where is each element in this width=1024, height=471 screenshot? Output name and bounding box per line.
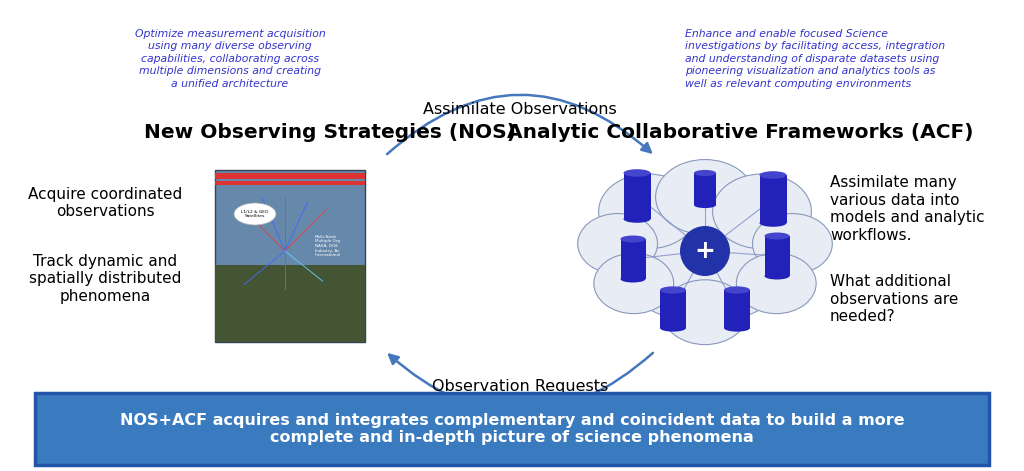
Ellipse shape [599,174,697,249]
Bar [765,236,790,276]
Text: New Observing Strategies (NOS): New Observing Strategies (NOS) [144,123,516,143]
Ellipse shape [753,213,833,274]
Ellipse shape [765,233,790,239]
Ellipse shape [621,236,645,243]
Text: Track dynamic and
spatially distributed
phenomena: Track dynamic and spatially distributed … [29,254,181,304]
FancyBboxPatch shape [35,393,989,465]
Text: Optimize measurement acquisition
using many diverse observing
capabilities, coll: Optimize measurement acquisition using m… [134,29,326,89]
Bar [215,180,365,185]
Text: Analytic Collaborative Frameworks (ACF): Analytic Collaborative Frameworks (ACF) [507,123,973,143]
Ellipse shape [765,273,790,279]
Ellipse shape [660,325,686,332]
Ellipse shape [724,325,750,332]
Bar [624,173,650,219]
Ellipse shape [624,215,650,223]
Ellipse shape [760,171,786,179]
Ellipse shape [624,169,650,177]
Bar [215,265,365,342]
Ellipse shape [663,280,748,345]
Text: Assimilate many
various data into
models and analytic
workflows.: Assimilate many various data into models… [830,175,985,243]
Ellipse shape [713,174,811,249]
Ellipse shape [760,219,786,227]
Ellipse shape [621,276,645,283]
Text: NOS+ACF acquires and integrates complementary and coincident data to build a mor: NOS+ACF acquires and integrates compleme… [120,413,904,445]
Text: Assimilate Observations: Assimilate Observations [423,101,616,116]
Ellipse shape [578,213,657,274]
Ellipse shape [724,286,750,293]
Text: Observation Requests: Observation Requests [432,379,608,393]
Bar [724,290,750,328]
Text: Enhance and enable focused Science
investigations by facilitating access, integr: Enhance and enable focused Science inves… [685,29,945,89]
Ellipse shape [694,170,716,176]
Text: +: + [694,239,716,263]
Ellipse shape [594,253,674,314]
Bar [215,170,365,342]
Ellipse shape [736,253,816,314]
Bar [621,239,645,279]
Bar [694,173,716,205]
Ellipse shape [694,202,716,208]
Ellipse shape [234,203,276,225]
Ellipse shape [680,226,730,276]
Text: Multi-Node
Multiple Org
NASA, DOE
Industry, Ac
International: Multi-Node Multiple Org NASA, DOE Indust… [315,235,341,257]
Text: Acquire coordinated
observations: Acquire coordinated observations [28,187,182,219]
Text: What additional
observations are
needed?: What additional observations are needed? [830,274,958,324]
Bar [660,290,686,328]
Bar [215,173,365,179]
Bar [760,175,786,223]
Ellipse shape [660,286,686,293]
Text: L1/L2 & GEO
Satellites: L1/L2 & GEO Satellites [242,210,268,218]
Ellipse shape [610,179,800,323]
Ellipse shape [655,160,755,235]
